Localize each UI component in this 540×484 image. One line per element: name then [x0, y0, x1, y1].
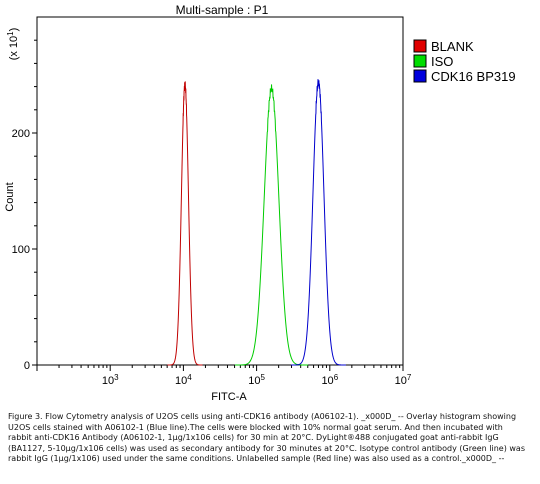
y-tick-label: 0: [24, 360, 30, 372]
y-tick-label: 200: [12, 128, 30, 140]
legend-label: BLANK: [431, 39, 474, 54]
y-axis-multiplier: (x 101): [6, 28, 20, 61]
x-tick-label: 103: [102, 373, 119, 387]
y-axis-multiplier-label: (x 101): [6, 28, 20, 61]
histogram-series: [167, 79, 346, 366]
x-axis-label: FITC-A: [211, 391, 247, 403]
x-axis: 103 104 105 106 107: [36, 365, 412, 387]
plot-frame: [36, 16, 404, 366]
y-axis-label: Count: [4, 182, 16, 211]
legend-swatch: [413, 39, 427, 53]
legend-label: ISO: [431, 54, 453, 69]
series-line-blank: [167, 81, 203, 366]
x-tick-label: 105: [248, 373, 265, 387]
x-tick-label: 107: [395, 373, 412, 387]
series-line-cdk16-bp319: [291, 79, 346, 366]
x-tick-label: 106: [321, 373, 338, 387]
figure-caption: Figure 3. Flow Cytometry analysis of U2O…: [8, 412, 525, 464]
series-line-iso: [234, 84, 309, 366]
y-axis: 0 100 200: [12, 39, 37, 372]
legend-swatch: [413, 69, 427, 83]
legend-label: CDK16 BP319: [431, 69, 516, 84]
y-tick-label: 100: [12, 244, 30, 256]
legend-swatch: [413, 54, 427, 68]
chart-title: Multi-sample : P1: [176, 3, 269, 17]
x-tick-label: 104: [175, 373, 192, 387]
